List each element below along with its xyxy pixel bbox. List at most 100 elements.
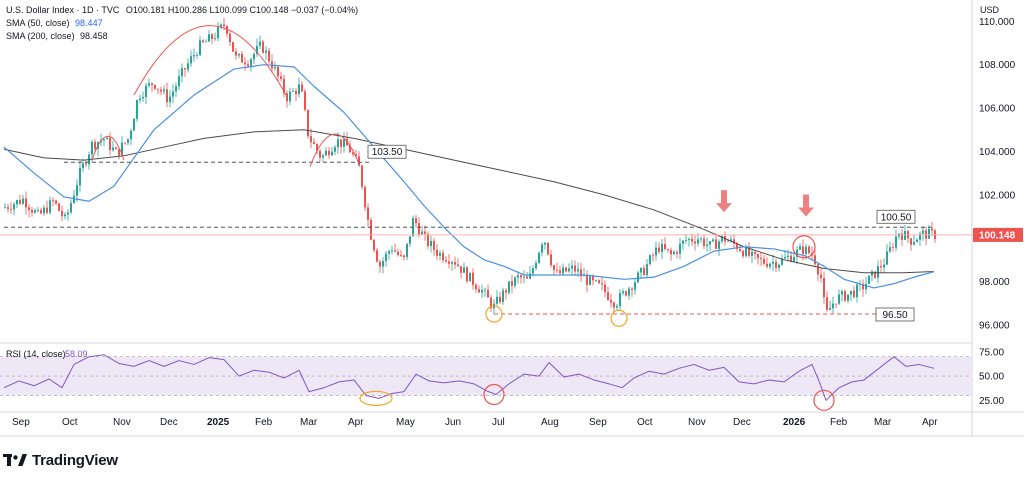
candle-body [64, 214, 66, 217]
sma50-label: SMA (50, close) [6, 18, 70, 28]
candle-body [415, 218, 417, 224]
candle-body [457, 264, 459, 267]
candle-body [829, 308, 831, 310]
candle-body [553, 265, 555, 270]
candle-body [298, 84, 300, 95]
candle-body [418, 223, 420, 235]
rsi-tick-label: 25.00 [979, 396, 1004, 407]
candle-body [625, 291, 627, 296]
down-arrow-icon [798, 194, 814, 217]
candle-body [193, 55, 195, 57]
candle-body [577, 269, 579, 272]
candle-body [295, 90, 297, 95]
candle-body [868, 275, 870, 284]
candle-body [721, 236, 723, 242]
rsi-legend-value: 58.09 [65, 349, 88, 359]
candle-body [319, 150, 321, 158]
candle-body [871, 271, 873, 276]
candle-body [448, 261, 450, 264]
candle-body [655, 247, 657, 256]
candle-body [679, 243, 681, 254]
candle-body [169, 96, 171, 103]
dome-arc [91, 136, 125, 161]
tradingview-brand[interactable]: TradingView [3, 450, 118, 470]
candle-body [505, 290, 507, 293]
candle-body [769, 263, 771, 267]
ohlc-values: O100.181 H100.286 L100.099 C100.148 −0.0… [125, 5, 359, 15]
candle-body [520, 275, 522, 278]
candle-body [187, 63, 189, 70]
candle-body [580, 269, 582, 277]
candle-body [802, 246, 804, 254]
candle-body [931, 228, 933, 231]
candle-body [205, 41, 207, 43]
candle-body [394, 250, 396, 252]
candle-body [610, 299, 612, 303]
sma200-value: 98.458 [80, 31, 108, 41]
candle-body [268, 50, 270, 62]
candle-body [28, 207, 30, 210]
candle-body [307, 109, 309, 137]
candle-body [58, 203, 60, 211]
candle-body [904, 231, 906, 240]
candle-body [547, 242, 549, 255]
candle-body [442, 252, 444, 261]
candle-body [595, 280, 597, 282]
currency-label: USD [980, 5, 1000, 15]
candle-body [181, 68, 183, 77]
candle-body [73, 195, 75, 204]
candle-body [460, 266, 462, 273]
candle-body [922, 230, 924, 234]
sma50-value: 98.447 [75, 18, 103, 28]
candle-body [289, 91, 291, 102]
candle-body [67, 212, 69, 215]
candle-body [571, 265, 573, 269]
candle-body [190, 56, 192, 64]
candle-body [718, 241, 720, 249]
candle-body [145, 85, 147, 98]
candle-body [10, 208, 12, 210]
candle-body [793, 256, 795, 262]
candle-body [133, 118, 135, 131]
date-tick-label: Apr [348, 417, 364, 428]
candle-body [175, 86, 177, 92]
candle-body [700, 238, 702, 240]
candle-body [487, 289, 489, 298]
candle-body [16, 200, 18, 205]
sma50-legend: SMA (50, close) 98.447 [6, 18, 103, 28]
date-tick-label: Dec [733, 417, 751, 428]
candle-body [688, 238, 690, 241]
date-tick-label: Oct [62, 417, 78, 428]
date-tick-label: Feb [830, 417, 848, 428]
candle-body [55, 200, 57, 204]
candle-body [559, 270, 561, 274]
candles [4, 17, 936, 315]
rsi-tick-label: 75.00 [979, 347, 1004, 358]
candle-body [217, 26, 219, 39]
candle-body [139, 98, 141, 101]
price-tick-label: 102.000 [979, 190, 1016, 201]
candle-body [445, 260, 447, 262]
candle-body [292, 90, 294, 92]
candle-body [883, 264, 885, 268]
candle-body [634, 282, 636, 290]
candle-body [130, 130, 132, 140]
candle-body [70, 203, 72, 213]
candle-body [808, 246, 810, 254]
candle-body [163, 89, 165, 92]
rsi-marker-circle [813, 389, 835, 411]
candle-body [694, 241, 696, 244]
candle-body [850, 290, 852, 295]
date-tick-label: Apr [922, 417, 938, 428]
price-tick-label: 106.000 [979, 104, 1016, 115]
candle-body [565, 267, 567, 272]
candle-body [409, 236, 411, 244]
candle-body [238, 54, 240, 56]
candle-body [478, 289, 480, 293]
date-tick-label: Feb [255, 417, 273, 428]
candle-body [94, 141, 96, 149]
candle-body [523, 276, 525, 278]
down-arrow-icon [716, 190, 732, 213]
rsi-marker-ellipse [359, 390, 393, 406]
candle-body [7, 207, 9, 209]
